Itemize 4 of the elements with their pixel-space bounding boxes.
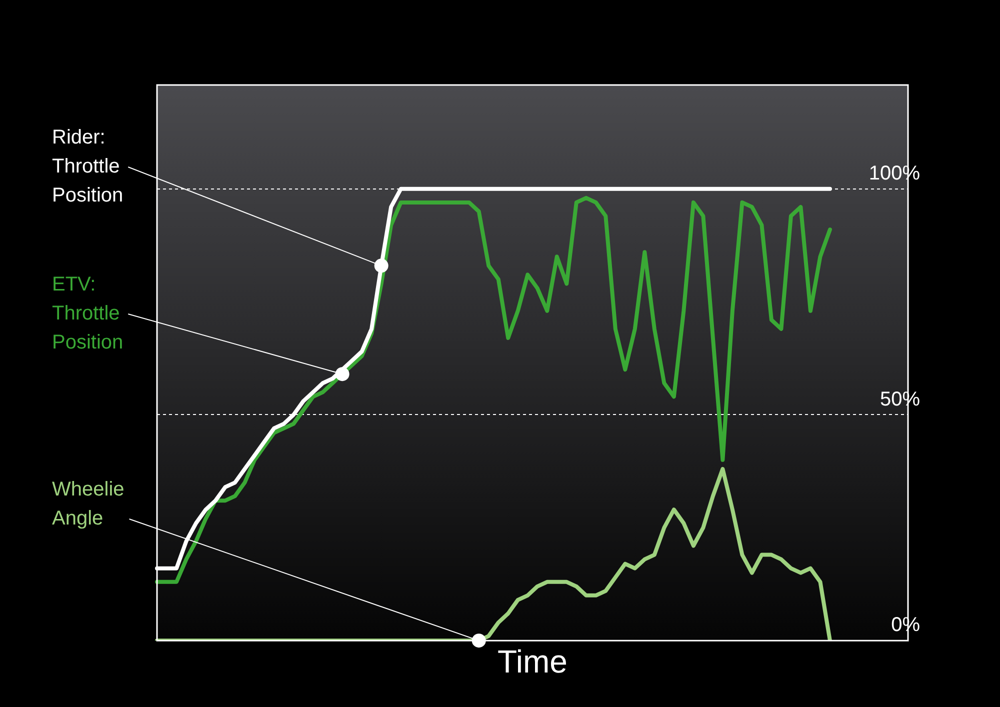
text: Wheelie Angle [52,478,124,530]
x-axis-title: Time [498,644,568,680]
text: Rider: Throttle Position [52,126,124,207]
text: ETV: Throttle Position [52,274,124,354]
